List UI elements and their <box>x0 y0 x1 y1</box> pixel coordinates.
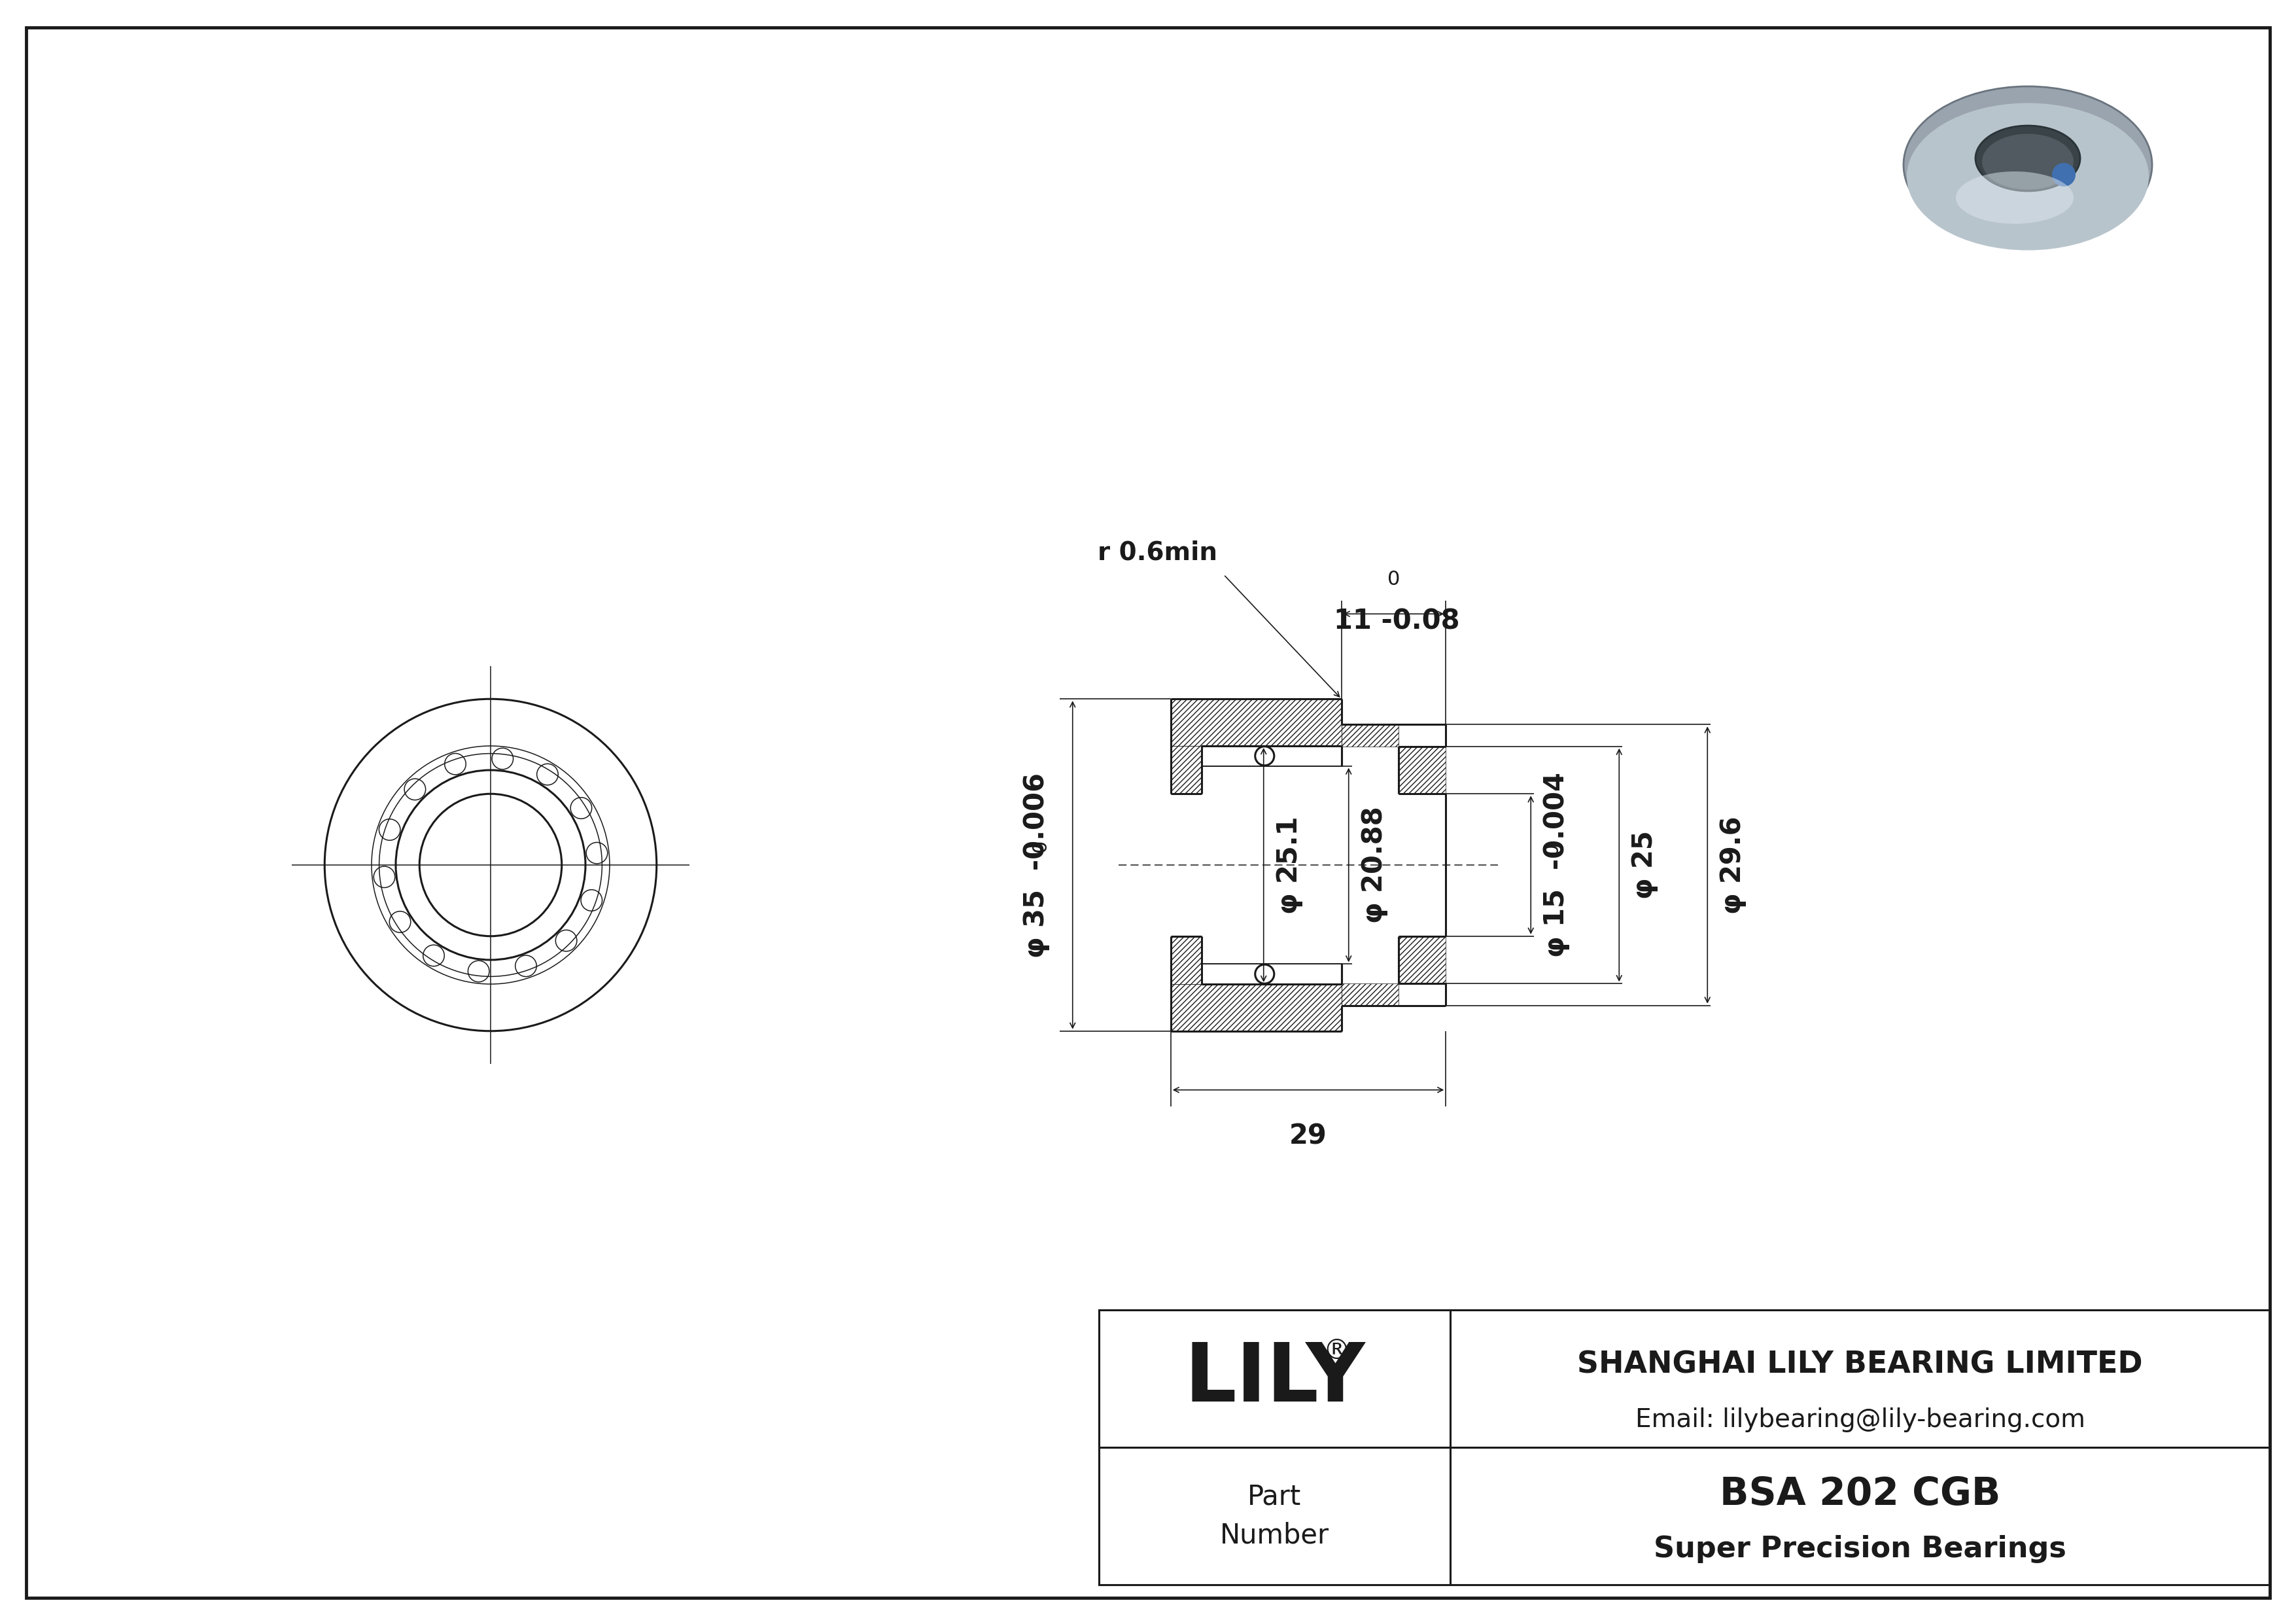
Ellipse shape <box>1981 133 2073 190</box>
Ellipse shape <box>1975 125 2080 192</box>
Text: Super Precision Bearings: Super Precision Bearings <box>1653 1535 2066 1562</box>
Text: φ 20.88: φ 20.88 <box>1362 807 1387 924</box>
Ellipse shape <box>1903 86 2151 244</box>
Text: 0: 0 <box>1031 840 1049 853</box>
Ellipse shape <box>1906 102 2149 250</box>
Text: ®: ® <box>1322 1338 1350 1364</box>
Bar <box>1171 745 1201 794</box>
Bar <box>1100 1311 2271 1585</box>
Bar <box>1341 984 1398 1005</box>
Text: 29: 29 <box>1290 1122 1327 1150</box>
Text: φ 35  -0.006: φ 35 -0.006 <box>1022 773 1049 958</box>
Bar <box>1398 935 1446 984</box>
Circle shape <box>2053 162 2076 187</box>
Text: BSA 202 CGB: BSA 202 CGB <box>1720 1476 2000 1512</box>
Text: φ 25: φ 25 <box>1630 831 1658 900</box>
Bar <box>1171 935 1201 984</box>
Text: φ 29.6: φ 29.6 <box>1720 815 1747 914</box>
Text: Email: lilybearing@lily-bearing.com: Email: lilybearing@lily-bearing.com <box>1635 1408 2085 1432</box>
Text: LILY: LILY <box>1185 1340 1366 1418</box>
Text: r 0.6min: r 0.6min <box>1097 539 1217 565</box>
Bar <box>1171 698 1341 745</box>
Text: φ 15  -0.004: φ 15 -0.004 <box>1543 773 1570 958</box>
Text: φ 25.1: φ 25.1 <box>1274 815 1302 914</box>
Text: 0: 0 <box>1387 570 1401 590</box>
Text: Part
Number: Part Number <box>1219 1483 1329 1549</box>
Text: SHANGHAI LILY BEARING LIMITED: SHANGHAI LILY BEARING LIMITED <box>1577 1350 2142 1380</box>
Text: 11 -0.08: 11 -0.08 <box>1334 607 1460 635</box>
Bar <box>1341 724 1398 747</box>
Text: 0: 0 <box>1543 843 1561 856</box>
Bar <box>1398 747 1446 794</box>
Ellipse shape <box>1956 172 2073 224</box>
Bar <box>1171 984 1341 1031</box>
